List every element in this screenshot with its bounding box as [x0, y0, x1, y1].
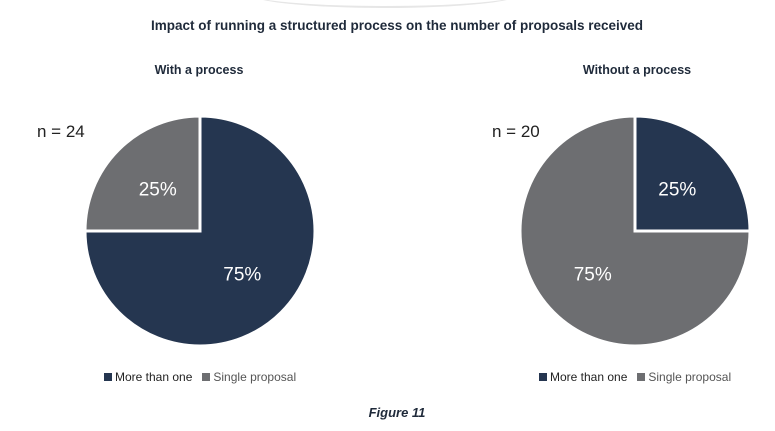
right-chart-n-label: n = 20 [492, 122, 540, 141]
left-chart-legend: More than one Single proposal [104, 370, 296, 384]
right-chart-title: Without a process [582, 63, 692, 77]
legend-label-more-than-one: More than one [115, 370, 193, 384]
left-chart-n-label: n = 24 [37, 122, 85, 141]
pie-slice-more-than-one [83, 114, 317, 348]
page-title: Impact of running a structured process o… [150, 18, 644, 33]
legend-label-single-proposal: Single proposal [213, 370, 297, 384]
legend-label-single-proposal: Single proposal [648, 370, 732, 384]
pie-label-more-than-one: 75% [223, 264, 261, 285]
right-pie-chart: 25% 75% [518, 114, 752, 348]
pie-label-single-proposal: 25% [139, 180, 177, 201]
left-chart-title: With a process [154, 63, 244, 77]
legend-swatch-single-proposal [637, 373, 646, 381]
pie-slice-more-than-one [633, 114, 752, 233]
legend-item-single-proposal: Single proposal [637, 370, 731, 384]
right-chart-legend: More than one Single proposal [539, 370, 731, 384]
pie-slice-single-proposal [83, 114, 202, 233]
legend-swatch-single-proposal [202, 373, 211, 381]
left-pie-chart: 75% 25% [83, 114, 317, 348]
figure-caption: Figure 11 [368, 405, 426, 420]
decorative-arc [250, 0, 520, 8]
pie-label-more-than-one: 25% [658, 180, 696, 201]
legend-label-more-than-one: More than one [550, 370, 628, 384]
legend-swatch-more-than-one [539, 373, 547, 381]
legend-item-single-proposal: Single proposal [202, 370, 296, 384]
legend-swatch-more-than-one [104, 373, 112, 381]
pie-slice-single-proposal [518, 114, 752, 348]
pie-label-single-proposal: 75% [574, 264, 612, 285]
legend-item-more-than-one: More than one [539, 370, 627, 384]
legend-item-more-than-one: More than one [104, 370, 192, 384]
